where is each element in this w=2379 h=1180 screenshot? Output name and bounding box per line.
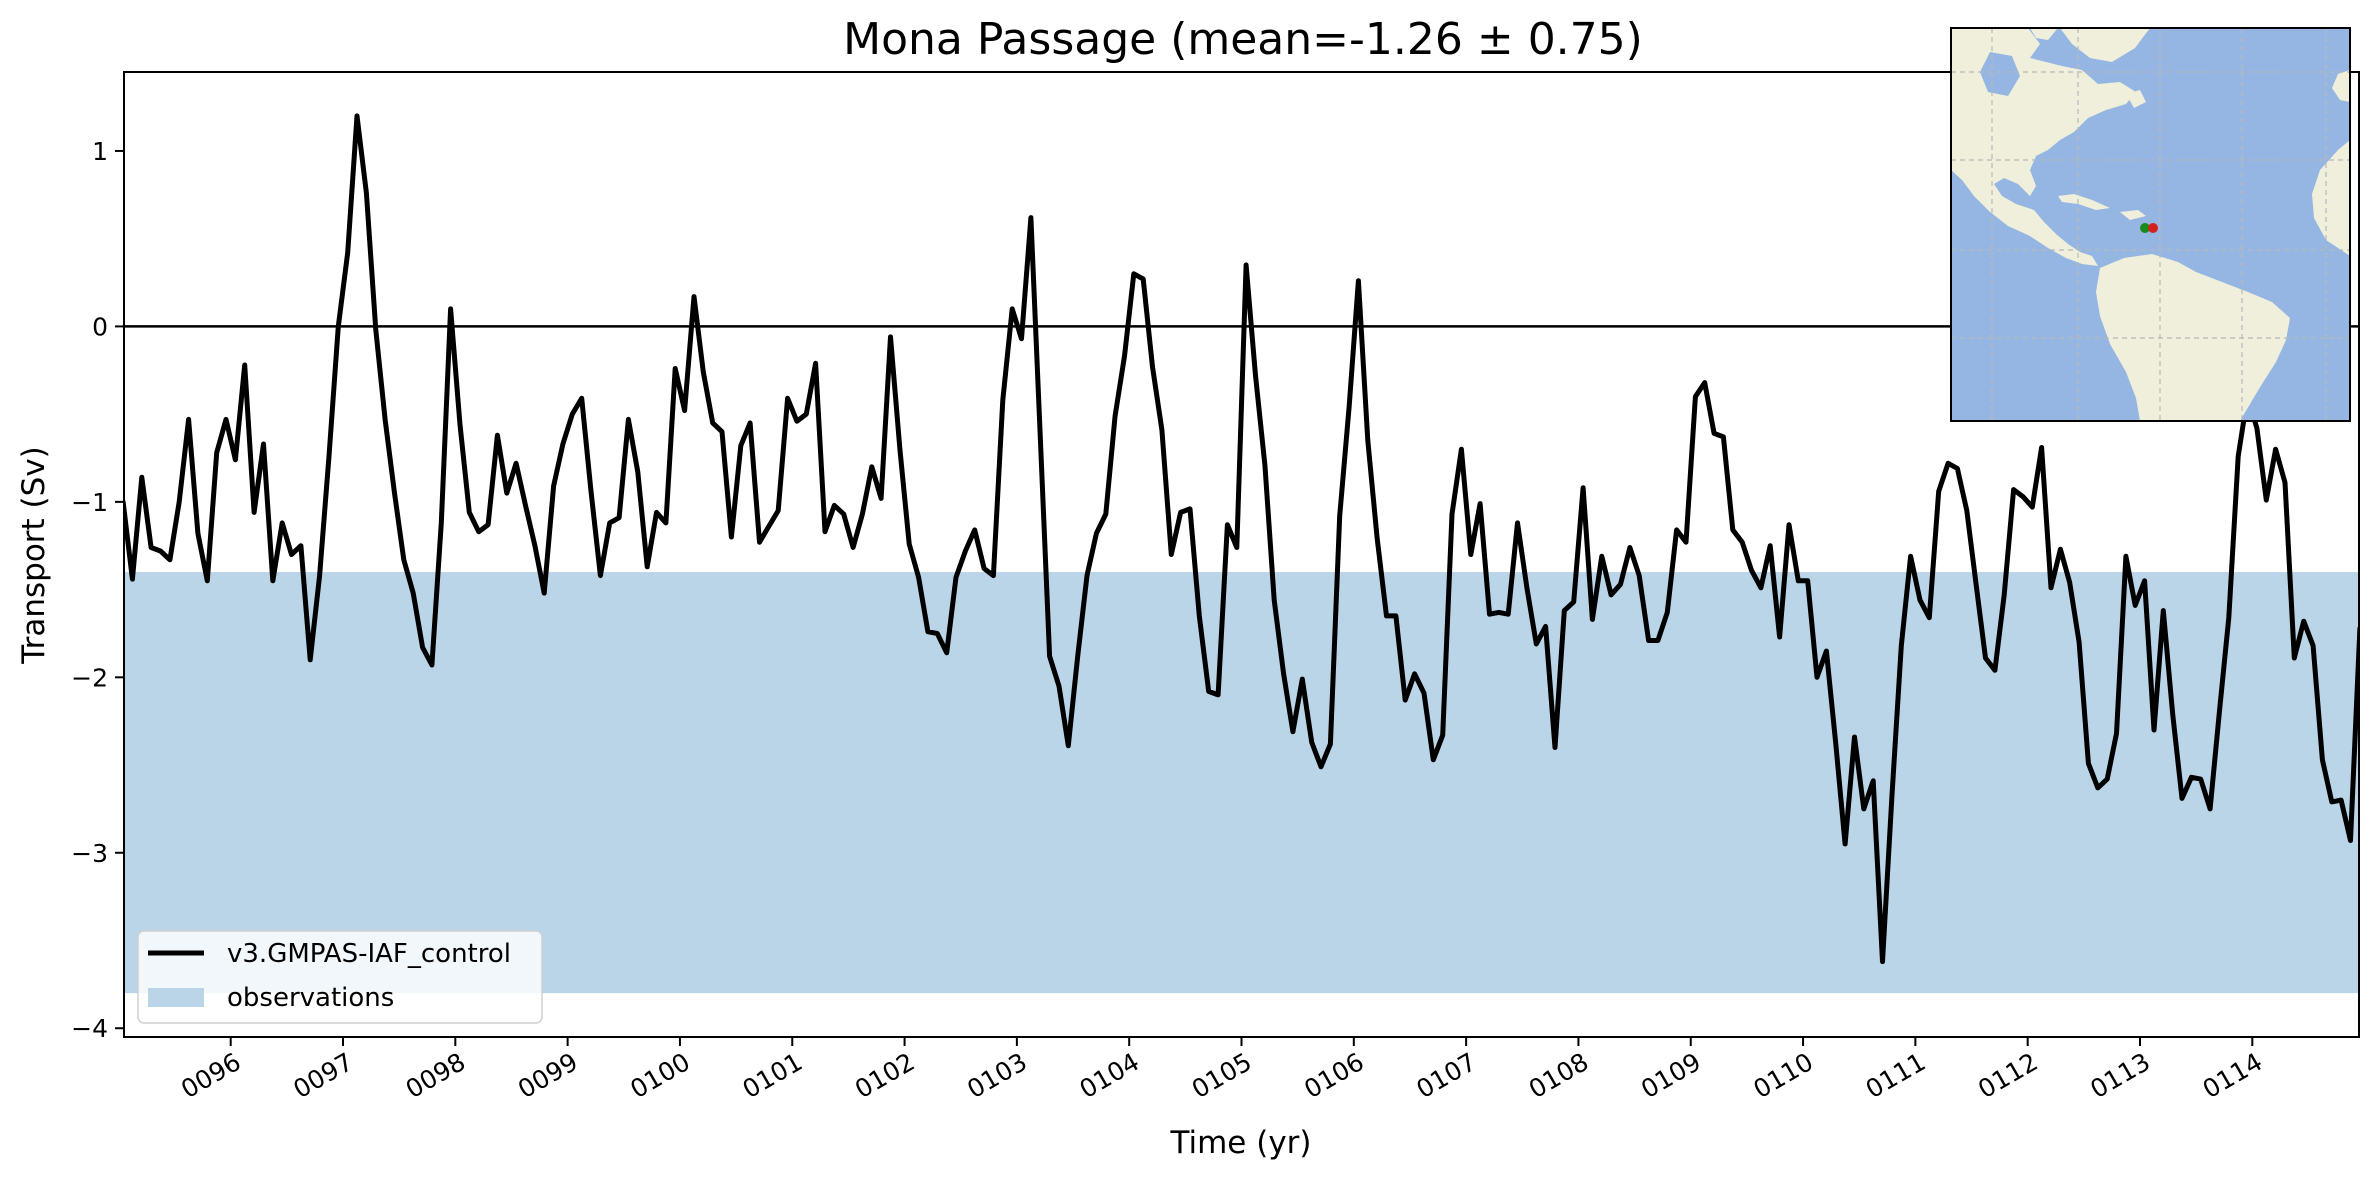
- inset-map-land-europe: [2332, 70, 2350, 102]
- y-tick-label: −3: [71, 839, 108, 868]
- inset-map-land-greenland: [2060, 28, 2150, 62]
- x-tick-label: 0104: [1075, 1047, 1145, 1104]
- x-axis-label: Time (yr): [1170, 1125, 1312, 1161]
- inset-map-gridlines: [1951, 28, 2350, 421]
- legend-box: [137, 930, 543, 1024]
- legend-label-series: v3.GMPAS-IAF_control: [227, 939, 511, 969]
- x-tick-label: 0114: [2198, 1047, 2268, 1104]
- y-tick-label: −2: [71, 663, 108, 692]
- y-tick-label: −1: [71, 488, 108, 517]
- inset-map-land-arctic-islands: [2030, 28, 2058, 40]
- x-tick-label: 0108: [1524, 1047, 1594, 1104]
- x-tick-label: 0098: [401, 1047, 471, 1104]
- inset-map-marker-end: [2148, 223, 2158, 233]
- x-tick-label: 0106: [1299, 1047, 1369, 1104]
- x-tick-label: 0102: [850, 1047, 920, 1104]
- legend: v3.GMPAS-IAF_control observations: [137, 930, 543, 1024]
- x-tick-label: 0107: [1412, 1047, 1482, 1104]
- x-tick-label: 0112: [1973, 1047, 2043, 1104]
- inset-map-land-africa: [2312, 140, 2350, 256]
- series-line-v3-gmpas-iaf-control: [124, 113, 2359, 965]
- inset-map-land-newfoundland: [2126, 90, 2146, 108]
- x-tick-label: 0111: [1861, 1047, 1931, 1104]
- x-tick-label: 0110: [1748, 1047, 1818, 1104]
- y-axis-ticks: 1 0 −1 −2 −3 −4: [71, 137, 124, 1043]
- x-tick-label: 0101: [738, 1047, 808, 1104]
- legend-label-observations: observations: [227, 983, 394, 1013]
- inset-map-land-cuba: [2058, 194, 2110, 210]
- inset-map-water-hudson-bay: [1980, 52, 2020, 96]
- chart-title: Mona Passage (mean=-1.26 ± 0.75): [843, 14, 1643, 65]
- observations-band: [124, 572, 2359, 994]
- y-tick-label: 0: [92, 312, 108, 341]
- x-tick-label: 0113: [2085, 1047, 2155, 1104]
- y-axis-label: Transport (Sv): [16, 446, 52, 665]
- inset-map-marker-start: [2140, 223, 2150, 233]
- legend-band-swatch: [148, 988, 204, 1007]
- inset-map-land-hispaniola: [2120, 210, 2146, 220]
- x-axis-ticks: 0096 0097 0098 0099 0100 0101 0102 0103 0104 0105…: [176, 1037, 2267, 1104]
- x-tick-label: 0109: [1636, 1047, 1706, 1104]
- y-tick-label: 1: [92, 137, 108, 166]
- x-tick-label: 0105: [1187, 1047, 1257, 1104]
- x-tick-label: 0097: [288, 1047, 358, 1104]
- inset-map: [1950, 27, 2351, 422]
- x-tick-label: 0103: [962, 1047, 1032, 1104]
- y-tick-label: −4: [71, 1014, 108, 1043]
- x-tick-label: 0099: [513, 1047, 583, 1104]
- inset-map-frame: [1950, 27, 2351, 422]
- x-tick-label: 0100: [625, 1047, 695, 1104]
- x-tick-label: 0096: [176, 1047, 246, 1104]
